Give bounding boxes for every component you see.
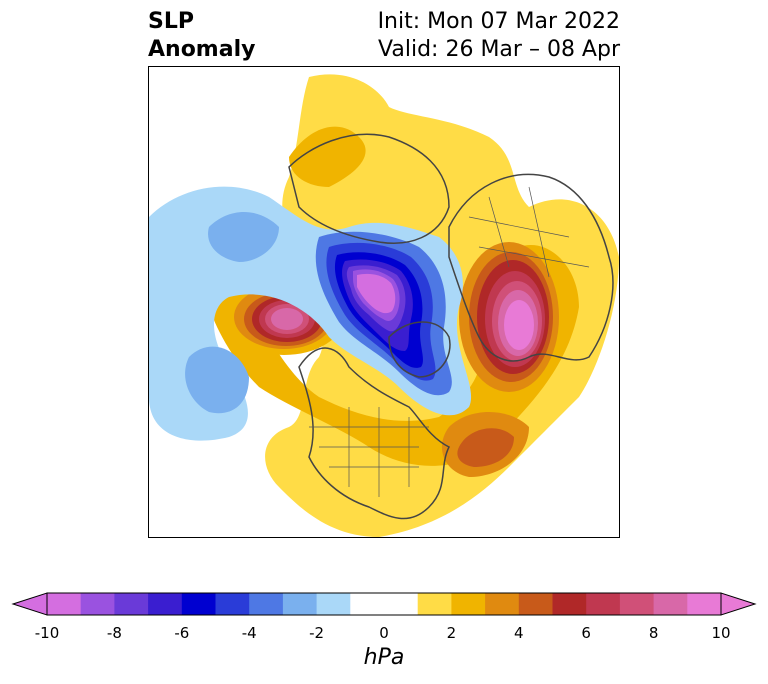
contour-pos-3 <box>289 126 366 187</box>
colorbar-cell <box>451 593 486 615</box>
colorbar-tick-label: -2 <box>309 624 325 642</box>
colorbar-tick-label: 8 <box>648 624 659 642</box>
colorbar-cell <box>518 593 553 615</box>
map-title: SLP Anomaly <box>148 8 255 64</box>
init-date: Init: Mon 07 Mar 2022 <box>377 9 620 34</box>
colorbar-cell <box>687 593 722 615</box>
colorbar-tick-label: 2 <box>446 624 457 642</box>
map-svg <box>149 74 619 537</box>
coast-greenland <box>388 321 451 378</box>
anomaly-map <box>148 66 620 538</box>
title-line-2: Anomaly <box>148 37 256 62</box>
negative-anomaly-fields <box>149 186 472 441</box>
colorbar-tick-label: -6 <box>174 624 190 642</box>
colorbar-cell <box>417 593 452 615</box>
map-subtitle: Init: Mon 07 Mar 2022 Valid: 26 Mar – 08… <box>378 8 620 64</box>
coast-asia-east <box>288 133 450 244</box>
colorbar-cell <box>80 593 115 615</box>
coastlines <box>288 133 614 520</box>
contour-neg-3 <box>208 212 279 262</box>
colorbar-cell <box>653 593 688 615</box>
colorbar <box>11 592 757 616</box>
colorbar-tick-label: 4 <box>514 624 524 642</box>
colorbar-under-arrow <box>11 592 48 616</box>
colorbar-tick-label: -8 <box>106 624 122 642</box>
contour-pos-5 <box>457 428 514 467</box>
contour-neg-10 <box>357 273 396 314</box>
colorbar-cell <box>384 593 419 615</box>
colorbar-cell <box>619 593 655 615</box>
colorbar-cell <box>586 593 621 615</box>
colorbar-unit: hPa <box>363 645 405 670</box>
colorbar-cell <box>350 593 385 615</box>
colorbar-cell <box>249 593 284 615</box>
colorbar-cell <box>485 593 520 615</box>
borders <box>309 186 590 497</box>
coast-eurasia <box>448 173 614 362</box>
colorbar-cell <box>552 593 587 615</box>
colorbar-over-arrow <box>720 592 757 616</box>
colorbar-tick-label: -4 <box>241 624 257 642</box>
colorbar-cell <box>215 593 250 615</box>
colorbar-tick-label: 0 <box>379 624 389 642</box>
colorbar-cell <box>316 593 351 615</box>
coast-north-america <box>298 347 451 520</box>
title-line-1: SLP <box>148 9 194 34</box>
colorbar-tick-label: -10 <box>34 624 60 642</box>
colorbar-cell <box>114 593 149 615</box>
colorbar-tick-label: 10 <box>711 624 731 642</box>
colorbar-outline <box>46 592 722 616</box>
colorbar-cell <box>282 593 318 615</box>
colorbar-cell <box>181 593 216 615</box>
colorbar-cells <box>47 593 722 615</box>
high-europe <box>459 242 559 392</box>
contour-neg-2 <box>185 346 249 414</box>
valid-range: Valid: 26 Mar – 08 Apr <box>378 37 620 62</box>
colorbar-cell <box>148 593 183 615</box>
colorbar-cell <box>47 593 82 615</box>
colorbar-tick-label: 6 <box>581 624 591 642</box>
